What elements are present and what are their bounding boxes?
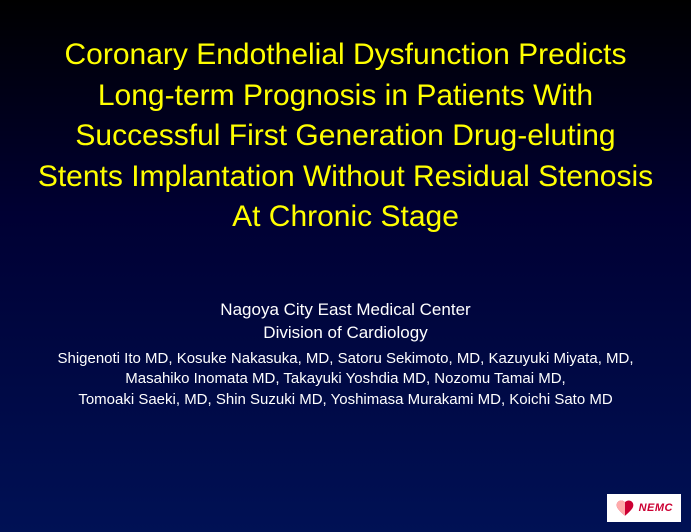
slide-title: Coronary Endothelial Dysfunction Predict… bbox=[0, 0, 691, 238]
authors-line: Tomoaki Saeki, MD, Shin Suzuki MD, Yoshi… bbox=[30, 390, 661, 410]
division-name: Division of Cardiology bbox=[0, 321, 691, 345]
institution-logo: NEMC bbox=[607, 494, 681, 522]
logo-text: NEMC bbox=[639, 502, 673, 514]
institution-name: Nagoya City East Medical Center bbox=[0, 298, 691, 322]
authors-line: Shigenoti Ito MD, Kosuke Nakasuka, MD, S… bbox=[30, 349, 661, 369]
authors-line: Masahiko Inomata MD, Takayuki Yoshdia MD… bbox=[30, 369, 661, 389]
heart-icon bbox=[615, 498, 635, 518]
authors-block: Shigenoti Ito MD, Kosuke Nakasuka, MD, S… bbox=[0, 349, 691, 410]
